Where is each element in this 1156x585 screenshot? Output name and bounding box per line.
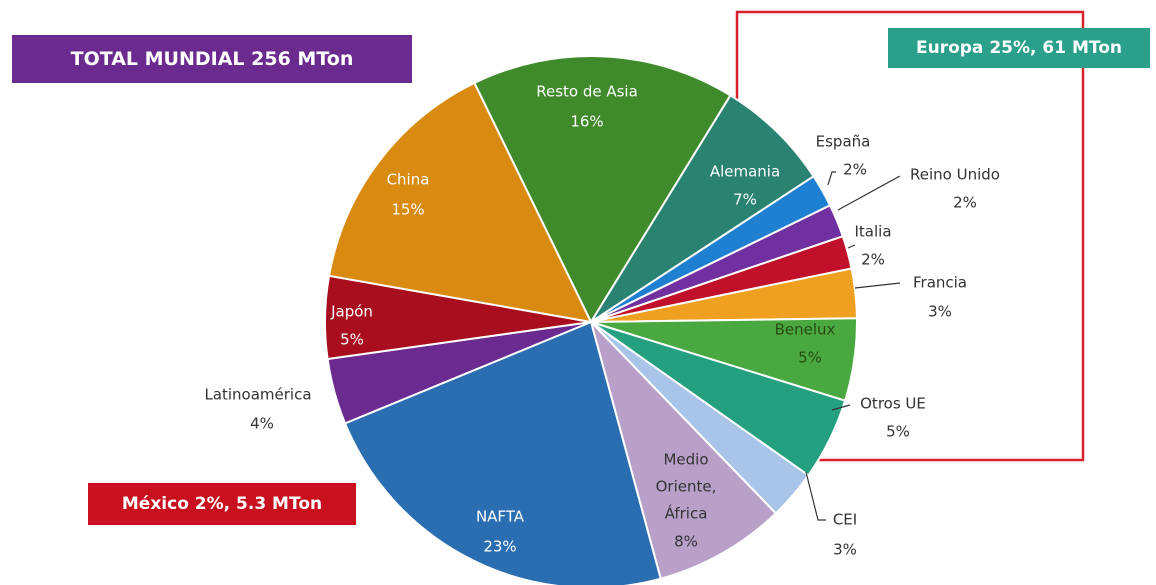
mexico-box: México 2%, 5.3 MTon	[88, 483, 356, 525]
total-box: TOTAL MUNDIAL 256 MTon	[12, 35, 412, 83]
pie-slice	[473, 55, 732, 325]
europe-box: Europa 25%, 61 MTon	[888, 28, 1150, 68]
slice-value-label: 2%	[861, 250, 885, 269]
slice-label: China	[386, 170, 430, 189]
pie-slice	[590, 94, 815, 323]
slice-value-label: 23%	[483, 537, 517, 556]
slice-value-label: 5%	[798, 348, 822, 367]
pie-slice	[343, 320, 662, 585]
slice-label: Otros UE	[860, 394, 926, 413]
leader-line	[831, 404, 851, 411]
leader-line	[854, 282, 901, 289]
slice-value-label: 7%	[733, 190, 757, 209]
leader-line	[805, 471, 826, 521]
slice-label: Reino Unido	[910, 165, 1000, 184]
slice-label: Italia	[854, 222, 892, 241]
leader-line	[847, 244, 856, 249]
slice-label: España	[815, 132, 871, 151]
slice-label: Resto de Asia	[536, 82, 638, 101]
pie-slice	[327, 81, 593, 324]
slice-label: Francia	[912, 273, 968, 292]
slice-value-label: 15%	[391, 200, 425, 219]
slice-label: Japón	[331, 302, 373, 321]
slice-value-label: 16%	[570, 112, 604, 131]
slice-label: Benelux	[774, 320, 836, 339]
pie-slice	[590, 321, 778, 580]
slice-value-label: 3%	[833, 540, 857, 559]
slice-value-label: 2%	[843, 160, 867, 179]
slice-label: CEI	[832, 510, 858, 529]
slice-value-label: 5%	[886, 422, 910, 441]
slice-label: Medio Oriente, África	[655, 450, 717, 523]
slice-label: NAFTA	[475, 507, 525, 526]
slice-value-label: 8%	[674, 532, 698, 551]
leader-line	[837, 175, 901, 211]
slice-label: Latinoamérica	[204, 385, 312, 404]
slice-value-label: 5%	[340, 330, 364, 349]
slice-label: Alemania	[709, 162, 781, 181]
slice-value-label: 3%	[928, 302, 952, 321]
leader-line	[827, 171, 836, 186]
slice-value-label: 4%	[250, 414, 274, 433]
slice-value-label: 2%	[953, 193, 977, 212]
